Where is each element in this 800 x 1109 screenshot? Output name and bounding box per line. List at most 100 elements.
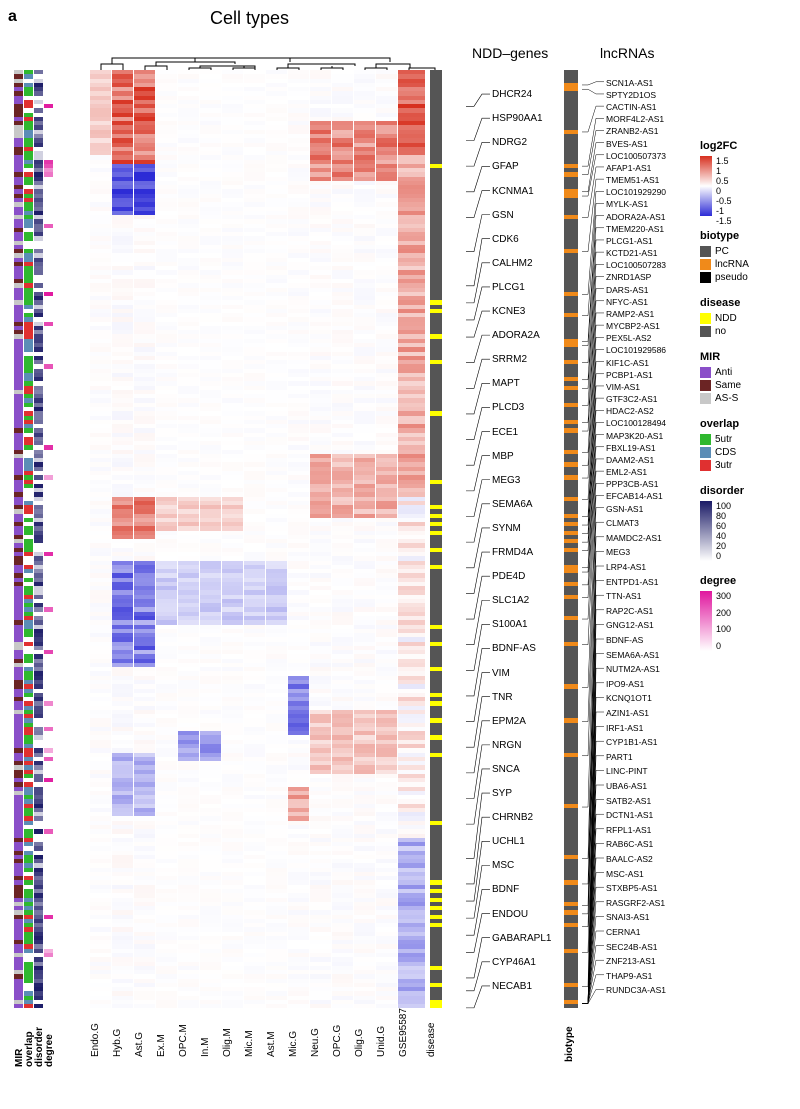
lnc-label: ZNF213-AS1 (606, 956, 656, 966)
lnc-label: HDAC2-AS2 (606, 406, 654, 416)
ndd-gene-label: MEG3 (492, 475, 520, 486)
ndd-gene-label: ENDOU (492, 909, 528, 920)
strip-mir (14, 70, 24, 1010)
legend-log2fc: log2FC 1.510.50-0.5-1-1.5 (700, 140, 795, 216)
hm-xlab: Ex.M (156, 1035, 167, 1057)
lnc-label: ADORA2A-AS1 (606, 212, 666, 222)
lnc-label: UBA6-AS1 (606, 781, 647, 791)
lnc-label: DARS-AS1 (606, 285, 649, 295)
ndd-gene-label: ADORA2A (492, 330, 540, 341)
lnc-label: SEMA6A-AS1 (606, 650, 659, 660)
lnc-label: GTF3C2-AS1 (606, 394, 658, 404)
ndd-gene-label: CALHM2 (492, 258, 533, 269)
heatmap-xlabs: Endo.GHyb.GAst.GEx.MOPC.MIn.MOlig.MMic.M… (90, 1012, 442, 1023)
lnc-label: ZNRD1ASP (606, 272, 651, 282)
hm-xlab: Ast.M (266, 1035, 277, 1057)
ndd-gene-label: NRGN (492, 740, 521, 751)
heatmap-col (156, 70, 178, 1010)
ndd-gene-label: CHRNB2 (492, 812, 533, 823)
lnc-label: MSC-AS1 (606, 869, 644, 879)
heatmap-col (134, 70, 156, 1010)
ndd-gene-label: SNCA (492, 764, 520, 775)
lnc-label: RASGRF2-AS1 (606, 898, 665, 908)
disease-strip (430, 70, 442, 1010)
lnc-title: lncRNAs (600, 45, 654, 61)
lnc-label: DAAM2-AS1 (606, 455, 654, 465)
ndd-gene-label: CDK6 (492, 234, 519, 245)
lnc-label: RAP2C-AS1 (606, 606, 653, 616)
heatmap (90, 70, 442, 1010)
ndd-gene-label: NECAB1 (492, 981, 532, 992)
lnc-label: PPP3CB-AS1 (606, 479, 658, 489)
legend-overlap: overlap 5utrCDS3utr (700, 418, 795, 471)
strip-overlap (24, 70, 34, 1010)
lnc-label: MAP3K20-AS1 (606, 431, 663, 441)
ndd-gene-label: MAPT (492, 378, 520, 389)
ndd-gene-label: TNR (492, 692, 513, 703)
ann-xlab: degree (44, 1057, 55, 1067)
hm-xlab: Unid.G (376, 1035, 387, 1057)
lnc-label: LOC100507283 (606, 260, 666, 270)
ndd-gene-label: GFAP (492, 161, 519, 172)
lnc-label: BDNF-AS (606, 635, 643, 645)
ndd-gene-label: MSC (492, 860, 514, 871)
lnc-label: AZIN1-AS1 (606, 708, 649, 718)
lnc-label: RAB6C-AS1 (606, 839, 653, 849)
ndd-gene-label: UCHL1 (492, 836, 525, 847)
lnc-label: STXBP5-AS1 (606, 883, 658, 893)
ndd-gene-label: NDRG2 (492, 137, 527, 148)
lnc-label: LOC100507373 (606, 151, 666, 161)
heatmap-col (398, 70, 426, 1010)
hm-xlab: GSE95587 (398, 1029, 409, 1057)
lnc-label: SATB2-AS1 (606, 796, 651, 806)
legend-biotype: biotype PClncRNApseudo (700, 230, 795, 283)
ndd-gene-label: GSN (492, 210, 514, 221)
lnc-label: GSN-AS1 (606, 504, 643, 514)
heatmap-col (200, 70, 222, 1010)
ndd-gene-label: VIM (492, 668, 510, 679)
lnc-label: PLCG1-AS1 (606, 236, 653, 246)
ndd-gene-label: SEMA6A (492, 499, 533, 510)
legends: log2FC 1.510.50-0.5-1-1.5 biotype PClncR… (700, 140, 795, 665)
hm-xlab: Neu.G (310, 1035, 321, 1057)
ndd-gene-label: CYP46A1 (492, 957, 536, 968)
legend-disease: disease NDDno (700, 297, 795, 337)
lnc-label: TTN-AS1 (606, 591, 641, 601)
lnc-label: RFPL1-AS1 (606, 825, 651, 835)
lnc-label: KCTD21-AS1 (606, 248, 658, 258)
ndd-gene-label: GABARAPL1 (492, 933, 551, 944)
ndd-gene-label: SYNM (492, 523, 521, 534)
lnc-label: CYP1B1-AS1 (606, 737, 658, 747)
lncrna-labels: SCN1A-AS1SPTY2D1OSCACTIN-AS1MORF4L2-AS1Z… (582, 70, 702, 1010)
hm-xlab: In.M (200, 1035, 211, 1057)
lnc-label: EML2-AS1 (606, 467, 647, 477)
lnc-label: MORF4L2-AS1 (606, 114, 664, 124)
biotype-strip (564, 70, 578, 1010)
lnc-label: BAALC-AS2 (606, 854, 653, 864)
ndd-gene-label: BDNF-AS (492, 643, 536, 654)
lnc-label: FBXL19-AS1 (606, 443, 656, 453)
lnc-label: MYCBP2-AS1 (606, 321, 660, 331)
ndd-gene-label: EPM2A (492, 716, 526, 727)
lnc-label: AFAP1-AS1 (606, 163, 651, 173)
figure-panel: a Cell types NDD–genes lncRNAs (0, 0, 800, 1109)
heatmap-col (376, 70, 398, 1010)
lnc-label: LRP4-AS1 (606, 562, 646, 572)
ndd-gene-label: PLCD3 (492, 402, 524, 413)
lnc-label: KIF1C-AS1 (606, 358, 649, 368)
lnc-label: LOC101929586 (606, 345, 666, 355)
annotation-strips (14, 70, 54, 1010)
lnc-label: SPTY2D1OS (606, 90, 656, 100)
lnc-label: PCBP1-AS1 (606, 370, 653, 380)
hm-xlab: OPC.M (178, 1035, 189, 1057)
lnc-label: PART1 (606, 752, 633, 762)
ndd-gene-label: FRMD4A (492, 547, 533, 558)
disease-xlab: disease (426, 1041, 437, 1057)
lnc-label: LINC-PINT (606, 766, 648, 776)
lnc-label: PEX5L-AS2 (606, 333, 651, 343)
heatmap-col (112, 70, 134, 1010)
heatmap-col (354, 70, 376, 1010)
hm-xlab: Olig.G (354, 1035, 365, 1057)
heatmap-col (178, 70, 200, 1010)
lnc-label: THAP9-AS1 (606, 971, 652, 981)
